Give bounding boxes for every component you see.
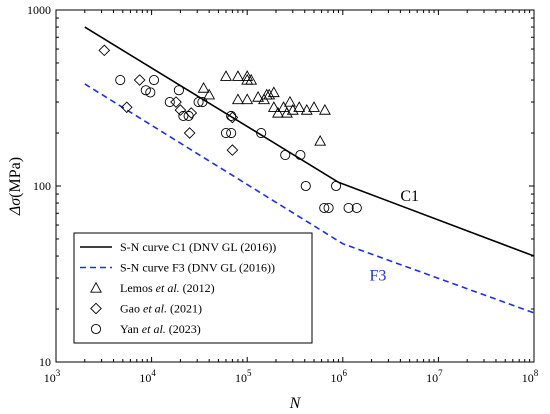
data-point-lemos xyxy=(280,106,293,118)
data-point-yan xyxy=(173,85,184,96)
series-lemos xyxy=(197,70,331,146)
legend-marker-diamond-shape xyxy=(90,302,102,315)
legend-marker-circle-shape xyxy=(90,323,102,335)
legend-label-c1: S-N curve C1 (DNV GL (2016)) xyxy=(120,240,276,254)
data-point-gao xyxy=(133,74,146,86)
legend-marker-circle xyxy=(90,323,102,335)
data-point-lemos xyxy=(318,103,331,115)
legend-marker-triangle xyxy=(90,281,102,293)
y-tick-label: 10 xyxy=(39,355,51,369)
data-point-yan xyxy=(148,74,160,86)
x-tick-label: 106 xyxy=(331,368,348,385)
data-point-yan xyxy=(226,127,237,139)
data-point-lemos xyxy=(314,134,327,146)
data-point-lemos xyxy=(252,90,265,102)
legend-marker-triangle-shape xyxy=(90,281,102,293)
x-axis-title: N xyxy=(289,395,302,412)
data-point-lemos xyxy=(272,106,284,118)
data-point-lemos xyxy=(263,88,276,100)
legend-label-gao: Gao et al. (2021) xyxy=(120,302,202,316)
data-point-gao xyxy=(174,104,187,116)
data-point-gao xyxy=(183,127,196,139)
x-tick-label: 104 xyxy=(139,368,156,385)
x-tick-label: 108 xyxy=(522,368,539,385)
data-point-yan xyxy=(178,110,189,122)
legend-label-lemos: Lemos et al. (2012) xyxy=(120,281,215,295)
legend-entry-f3: S-N curve F3 (DNV GL (2016)) xyxy=(80,261,275,275)
legend-entry-c1: S-N curve C1 (DNV GL (2016)) xyxy=(80,240,276,254)
data-point-yan xyxy=(145,87,156,98)
data-point-lemos xyxy=(277,101,290,112)
data-point-yan xyxy=(140,85,151,96)
data-point-lemos xyxy=(308,101,320,112)
data-point-yan xyxy=(319,202,330,214)
legend-label-yan: Yan et al. (2023) xyxy=(120,322,201,336)
x-tick-label: 107 xyxy=(426,368,443,385)
legend-entry-lemos: Lemos et al. (2012) xyxy=(90,281,215,295)
y-axis-symbol: Δσ xyxy=(7,197,24,216)
data-point-yan xyxy=(226,110,237,122)
legend: S-N curve C1 (DNV GL (2016)) S-N curve F… xyxy=(73,232,313,344)
y-axis-unit: (MPa) xyxy=(7,157,24,198)
series-yan xyxy=(115,74,362,214)
data-point-lemos xyxy=(283,95,296,107)
data-point-yan xyxy=(343,202,354,214)
axis-tick-labels: 103 104 105 106 107 108 10 100 1000 xyxy=(27,3,539,385)
data-point-yan xyxy=(256,127,267,139)
data-point-gao xyxy=(98,44,111,57)
legend-label-f3: S-N curve F3 (DNV GL (2016)) xyxy=(120,261,275,275)
data-point-lemos xyxy=(197,81,210,93)
curve-label-c1: C1 xyxy=(400,188,419,205)
data-point-gao xyxy=(170,96,182,108)
data-point-yan xyxy=(164,96,175,108)
data-point-lemos xyxy=(231,70,244,81)
y-tick-label: 100 xyxy=(33,179,51,193)
data-point-lemos xyxy=(241,70,254,81)
data-point-lemos xyxy=(267,86,280,98)
data-point-gao xyxy=(120,101,133,114)
curve-label-f3: F3 xyxy=(369,268,386,285)
data-point-lemos xyxy=(220,70,232,81)
data-point-yan xyxy=(323,202,334,214)
data-point-lemos xyxy=(231,93,244,105)
legend-entry-yan: Yan et al. (2023) xyxy=(90,322,201,336)
data-point-yan xyxy=(331,180,342,192)
data-point-yan xyxy=(183,110,194,122)
data-point-yan xyxy=(295,149,306,161)
data-point-lemos xyxy=(241,93,254,105)
legend-entry-gao: Gao et al. (2021) xyxy=(90,302,202,316)
data-point-lemos xyxy=(241,73,254,85)
sn-curve-f3 xyxy=(84,83,535,314)
data-point-yan xyxy=(115,74,126,86)
data-point-yan xyxy=(193,96,204,108)
data-point-lemos xyxy=(293,101,306,112)
data-point-yan xyxy=(280,149,291,161)
data-point-yan xyxy=(351,202,362,214)
x-tick-label: 103 xyxy=(44,368,61,385)
data-point-yan xyxy=(300,180,311,192)
legend-marker-diamond xyxy=(90,302,102,315)
x-tick-label: 105 xyxy=(235,368,252,385)
y-axis-title: Δσ(MPa) xyxy=(7,157,24,216)
data-point-gao xyxy=(226,144,239,156)
data-point-lemos xyxy=(203,88,216,100)
data-point-yan xyxy=(197,96,208,108)
plot-data-layer xyxy=(84,26,535,314)
y-tick-label: 1000 xyxy=(27,3,51,17)
legend-box xyxy=(73,232,313,344)
axis-ticks xyxy=(55,9,535,363)
data-point-yan xyxy=(220,127,232,139)
data-point-lemos xyxy=(267,101,280,112)
